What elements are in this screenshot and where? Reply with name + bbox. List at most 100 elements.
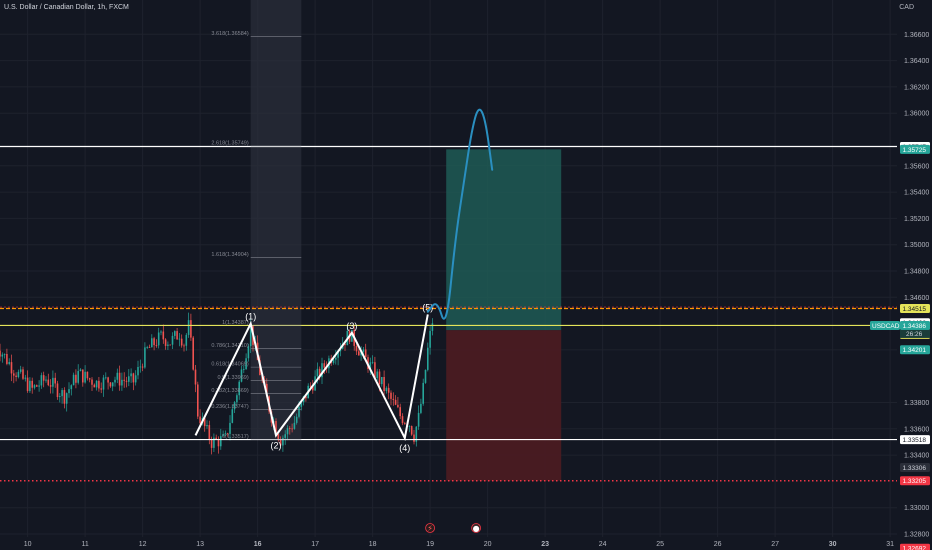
candle [394,395,397,406]
elliott-waves[interactable]: (1) (2) (3) (4) (5) [194,302,434,453]
candle [141,363,144,372]
candle [174,330,176,340]
candle [118,365,121,391]
price-tick-label: 1.33800 [904,400,929,407]
candle [0,343,1,362]
price-tick-label: 1.35600 [904,163,929,170]
candle [358,347,360,356]
candle [217,436,220,454]
candle [167,341,169,350]
candle [224,430,227,436]
calendar-icon[interactable]: ● [471,523,482,534]
candle [59,393,61,403]
time-axis-icons[interactable]: ⚡ ● [425,523,482,534]
svg-text:1.33205: 1.33205 [903,478,927,485]
candle [91,377,93,391]
candle [146,345,148,349]
candle [291,423,293,433]
candle [157,327,160,349]
price-tick-label: 1.36000 [904,111,929,118]
current-price-label: 1.34386 [903,323,927,330]
candle [52,370,54,394]
candle [383,370,385,399]
candle [397,396,399,409]
candle [399,403,401,420]
long-position-tool[interactable] [446,149,562,481]
candle [61,387,63,404]
wave-path[interactable] [194,314,429,442]
candle [293,416,296,430]
lightning-icon[interactable]: ⚡ [425,523,436,534]
candle [24,374,27,382]
candle [155,339,158,348]
candle [364,343,367,358]
candle [176,328,178,340]
candle [6,348,8,366]
candle [137,360,139,380]
candle [420,398,422,415]
time-tick-label: 11 [81,541,88,548]
candle [417,405,420,430]
candle [10,354,13,382]
candle [134,370,137,386]
candle [390,390,392,406]
candle [56,380,59,400]
candle [180,334,183,348]
time-tick-label: 18 [369,541,377,548]
candle [355,343,358,356]
stop-zone[interactable] [446,330,562,481]
candle [222,430,224,437]
price-tick-label: 1.34800 [904,269,929,276]
candle [208,420,211,445]
price-tag-1: 1.35725 [900,144,930,154]
time-axis[interactable]: 10 11 12 13 16 17 18 19 20 23 24 25 26 27 30 31 [24,541,894,548]
candle [29,377,31,393]
candle [164,338,167,350]
candle [178,332,181,347]
candle [98,377,100,392]
candle [107,376,109,390]
candle [79,368,82,372]
candle [171,332,174,350]
candle [295,413,298,425]
candle [111,382,114,392]
price-axis[interactable]: 1.32800 1.33000 1.33400 1.33600 1.33800 1.342… [904,32,929,539]
price-tick-label: 1.35200 [904,216,929,223]
projection-drawing[interactable] [426,108,494,320]
wave-label-1: (1) [245,312,256,322]
candle [47,373,50,387]
candle [415,426,418,447]
candle [369,357,372,375]
horizontal-levels[interactable] [0,145,897,482]
fib-label-6: 0.5(1.33969) [217,375,248,381]
candle [121,372,123,391]
target-zone[interactable] [446,149,562,331]
candle [162,324,165,344]
candle [45,376,47,383]
price-tag-2: 1.34515 [900,303,930,313]
price-tags: 1.357471.357251.345151.344061.343181.342… [870,141,930,550]
candle [100,382,102,394]
price-tick-label: 1.32800 [904,532,929,539]
fib-label-1: 2.618(1.35749) [211,141,248,147]
candle [15,372,17,382]
candle [132,372,135,391]
candle [105,372,107,380]
price-tick-label: 1.34600 [904,295,929,302]
projection-curve[interactable] [426,108,494,320]
candle [413,429,415,445]
price-tag-9: 1.32692 [900,543,930,550]
candle [286,425,289,441]
svg-text:1.35725: 1.35725 [903,147,927,154]
candle [392,392,395,406]
candle [125,376,128,388]
svg-text:1.33306: 1.33306 [903,465,927,472]
time-tick-label: 20 [484,541,492,548]
fib-label-9: 0(1.33517) [222,434,249,440]
wave-label-5: (5) [422,302,433,312]
fib-label-8: 0.236(1.33747) [211,404,248,410]
time-tick-label: 17 [311,541,319,548]
candle [431,318,434,336]
candle [26,370,29,393]
